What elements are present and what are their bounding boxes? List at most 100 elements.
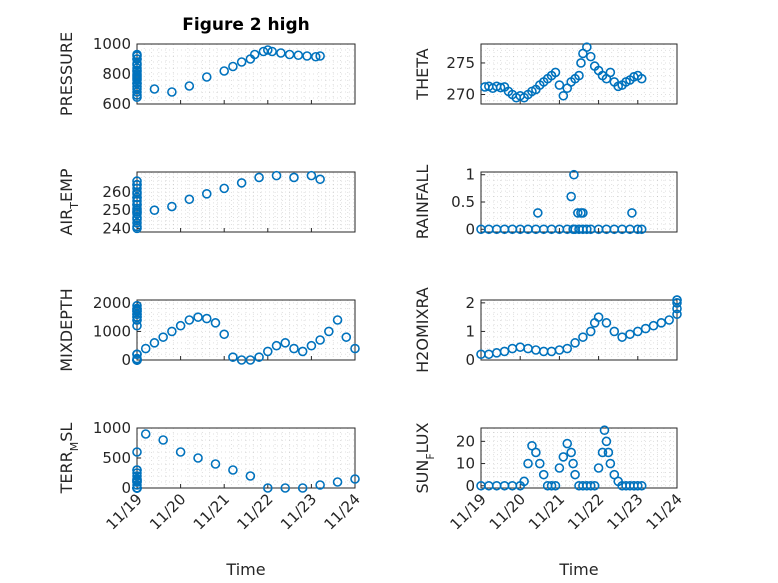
y-axis-label: H2OMIXRA [413, 287, 432, 373]
data-point [132, 49, 142, 60]
data-point [533, 208, 543, 218]
data-point [140, 429, 151, 439]
data-point [332, 315, 343, 325]
y-tick-label: 800 [102, 65, 131, 83]
x-tick-label: 11/24 [643, 490, 686, 533]
data-point [636, 73, 647, 84]
data-point [593, 312, 604, 322]
x-tick-label: 11/19 [447, 490, 490, 533]
data-point [132, 218, 142, 228]
data-point [578, 208, 588, 218]
data-point [219, 183, 229, 194]
data-point [554, 463, 565, 473]
data-point [132, 63, 142, 73]
data-point [531, 447, 541, 458]
data-point [599, 425, 610, 436]
data-point [605, 458, 616, 469]
data-point [149, 205, 160, 215]
data-point [558, 452, 569, 462]
data-point [589, 480, 600, 491]
subplot: 0 0.5 1 RAINFALL [413, 165, 678, 240]
y-tick-label: 240 [102, 219, 131, 237]
data-point [578, 332, 588, 342]
x-tick-label: 11/20 [146, 490, 189, 533]
data-point [350, 343, 360, 354]
data-point [219, 66, 229, 76]
data-point [167, 87, 177, 97]
data-point [350, 474, 360, 484]
data-point [262, 346, 273, 357]
data-point [132, 465, 142, 475]
data-point [245, 471, 256, 481]
y-tick-label: 0.5 [451, 193, 475, 211]
data-point [566, 447, 576, 458]
y-tick-label: 0 [465, 351, 475, 369]
data-point [132, 447, 142, 457]
subplot: 0 1000 2000 MIXDEPTH [57, 288, 360, 372]
y-axis-label: THETA [413, 48, 432, 100]
data-point [175, 320, 186, 331]
axes-frame [480, 299, 678, 361]
y-axis-label: PRESSURE [57, 32, 76, 116]
data-point [193, 453, 203, 463]
data-point [627, 208, 637, 218]
data-point [570, 469, 580, 480]
subplot: 0 1 2 H2OMIXRA [413, 287, 682, 373]
data-point [167, 201, 177, 212]
data-point [534, 458, 545, 469]
data-point [132, 176, 142, 186]
data-point [271, 340, 282, 351]
data-point [132, 320, 142, 331]
x-tick-label: 11/23 [603, 490, 646, 533]
data-point [601, 318, 612, 328]
x-tick-label: 11/20 [486, 490, 529, 533]
data-point [184, 194, 195, 205]
data-point [132, 483, 142, 493]
data-point [315, 51, 325, 61]
data-point [132, 468, 142, 478]
data-point [568, 458, 578, 469]
data-point [601, 436, 612, 447]
data-point [280, 483, 291, 493]
data-point [249, 49, 260, 60]
data-point [132, 309, 142, 320]
data-point [672, 309, 682, 320]
data-point [140, 343, 151, 354]
data-point [546, 480, 557, 491]
data-point [167, 326, 177, 337]
y-tick-label: 10 [456, 455, 475, 473]
data-point [228, 61, 238, 72]
data-point [236, 57, 247, 67]
data-point [566, 191, 576, 202]
data-point [576, 58, 586, 68]
y-tick-label: 2000 [93, 294, 131, 312]
data-point [324, 326, 334, 337]
x-tick-label: 11/24 [321, 490, 364, 533]
y-tick-label: 0 [121, 351, 131, 369]
y-axis-label: AIRTEMP [57, 168, 81, 235]
data-point [550, 480, 561, 491]
data-point [280, 338, 291, 348]
y-axis-label: RAINFALL [413, 165, 432, 240]
data-point [132, 315, 142, 325]
x-axis-label-right: Time [558, 560, 598, 579]
y-tick-label: 250 [102, 201, 131, 219]
data-point [519, 476, 529, 487]
data-point [672, 295, 682, 305]
data-point [574, 70, 584, 81]
data-point [149, 84, 160, 94]
data-point [306, 340, 317, 351]
y-tick-label: 600 [102, 95, 131, 113]
data-point [210, 459, 221, 469]
data-point [184, 315, 195, 325]
data-point [582, 42, 592, 52]
data-point [306, 170, 317, 181]
data-point [664, 315, 674, 325]
data-point [276, 48, 286, 58]
data-point [562, 438, 573, 449]
y-tick-label: 1000 [93, 35, 131, 53]
data-point [254, 352, 264, 362]
